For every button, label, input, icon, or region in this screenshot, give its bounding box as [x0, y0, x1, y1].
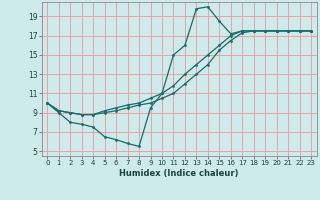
- X-axis label: Humidex (Indice chaleur): Humidex (Indice chaleur): [119, 169, 239, 178]
